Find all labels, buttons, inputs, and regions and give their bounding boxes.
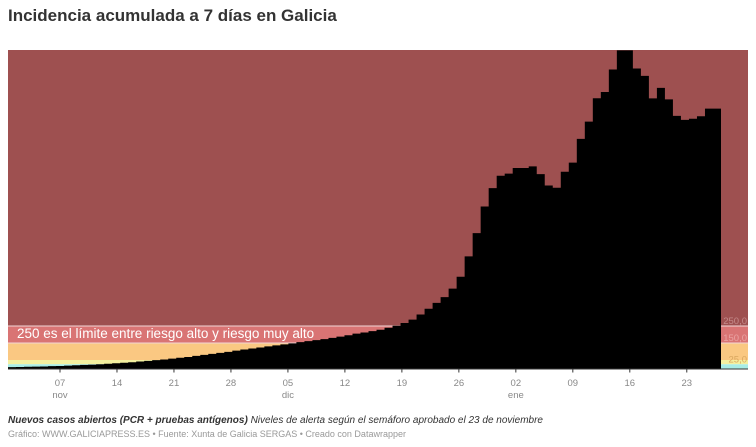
threshold-annotation: 250 es el límite entre riesgo alto y rie…: [17, 326, 315, 341]
x-tick-label: 14: [112, 378, 123, 389]
x-tick-label: 19: [397, 378, 408, 389]
band-label: 25,0: [729, 354, 748, 365]
x-tick-label: 07: [55, 378, 66, 389]
chart-title: Incidencia acumulada a 7 días en Galicia: [8, 6, 337, 25]
chart-notes: Nuevos casos abiertos (PCR + pruebas ant…: [8, 415, 543, 426]
notes-italic: Niveles de alerta según el semáforo apro…: [247, 415, 543, 426]
band-label: 150,0: [723, 333, 747, 344]
notes-bold: Nuevos casos abiertos (PCR + pruebas ant…: [8, 415, 248, 426]
x-tick-label: 23: [681, 378, 692, 389]
x-tick-label: 28: [226, 378, 237, 389]
x-tick-label: 02: [511, 378, 522, 389]
x-tick-sublabel: dic: [282, 390, 294, 401]
x-tick-label: 12: [340, 378, 351, 389]
incidence-bars: [8, 50, 721, 369]
x-tick-label: 21: [169, 378, 180, 389]
x-tick-label: 16: [625, 378, 636, 389]
chart-credit: Gráfico: WWW.GALICIAPRESS.ES • Fuente: X…: [8, 429, 406, 439]
x-tick-sublabel: nov: [52, 390, 68, 401]
x-tick-sublabel: ene: [508, 390, 524, 401]
band-label: 250,0: [723, 316, 747, 327]
x-tick-label: 09: [568, 378, 579, 389]
x-tick-label: 26: [454, 378, 465, 389]
x-tick-label: 05: [283, 378, 294, 389]
